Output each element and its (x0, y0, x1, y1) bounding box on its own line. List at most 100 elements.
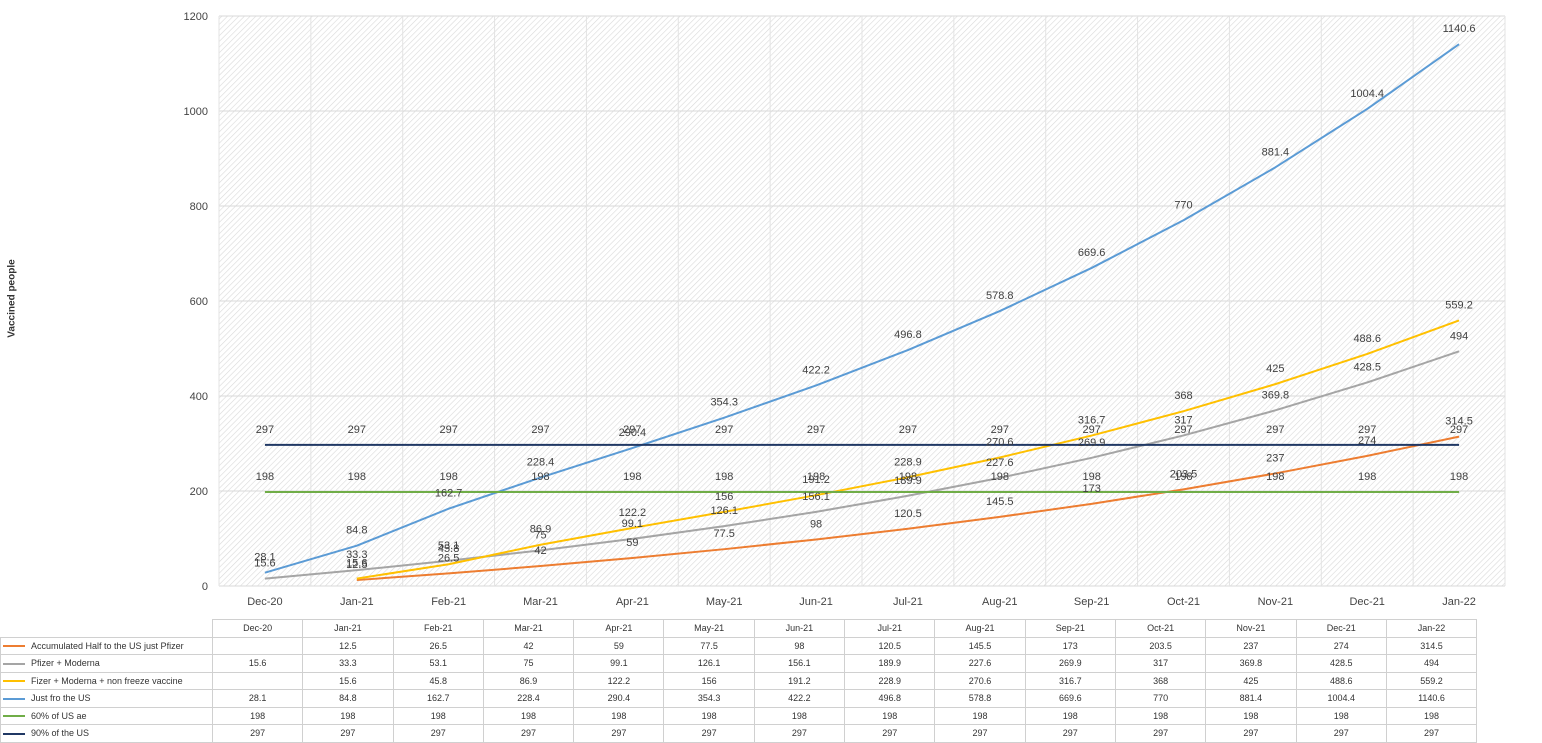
y-tick-label: 800 (190, 201, 208, 213)
table-cell: 12.5 (302, 636, 394, 655)
data-label: 297 (899, 424, 917, 436)
table-cell: 228.4 (482, 689, 575, 708)
table-cell: 156.1 (753, 654, 846, 673)
data-label: 297 (1082, 424, 1100, 436)
table-cell: 26.5 (392, 636, 484, 655)
data-label: 15.6 (254, 558, 275, 570)
data-label: 59 (626, 537, 638, 549)
y-tick-label: 0 (202, 581, 208, 593)
table-cell: 317 (1114, 654, 1207, 673)
data-label: 422.2 (802, 364, 830, 376)
data-label: 198 (256, 471, 274, 483)
data-label: 297 (348, 424, 366, 436)
data-label: 198 (1082, 471, 1100, 483)
data-label: 269.9 (1078, 437, 1106, 449)
series-name-cell: Accumulated Half to the US just Pfizer (0, 636, 213, 655)
series-line (264, 43, 1460, 574)
table-cell: 368 (1114, 671, 1207, 690)
table-cell: 156 (663, 671, 755, 690)
table-cell: 496.8 (844, 689, 936, 708)
table-cell: 120.5 (844, 636, 936, 655)
table-cell: 237 (1205, 636, 1297, 655)
table-cell: 198 (211, 706, 304, 725)
data-label: 156.1 (802, 491, 830, 503)
table-header-cell: Jun-21 (753, 619, 846, 638)
table-cell: 881.4 (1205, 689, 1297, 708)
table-cell: 198 (1385, 706, 1478, 725)
table-cell: 297 (211, 724, 304, 743)
table-cell: 297 (302, 724, 394, 743)
table-cell: 297 (392, 724, 484, 743)
data-label: 297 (439, 424, 457, 436)
x-tick-label: Jun-21 (799, 596, 833, 608)
x-tick-label: Jan-22 (1442, 596, 1476, 608)
data-label: 162.7 (435, 488, 463, 500)
data-label: 189.9 (894, 475, 922, 487)
data-label: 198 (1266, 471, 1284, 483)
table-cell: 297 (573, 724, 665, 743)
data-label: 1004.4 (1350, 88, 1384, 100)
data-label: 488.6 (1353, 333, 1381, 345)
x-tick-label: Dec-21 (1349, 596, 1384, 608)
table-cell: 15.6 (302, 671, 394, 690)
table-cell: 84.8 (302, 689, 394, 708)
table-cell: 198 (1205, 706, 1297, 725)
table-cell: 297 (1385, 724, 1478, 743)
table-header-cell: Aug-21 (934, 619, 1026, 638)
data-label: 198 (1450, 471, 1468, 483)
table-row: Fizer + Moderna + non freeze vaccine 15.6… (0, 671, 1478, 690)
table-cell: 203.5 (1114, 636, 1207, 655)
data-label: 1140.6 (1443, 23, 1476, 35)
table-cell: 173 (1024, 636, 1116, 655)
series-line (356, 435, 1460, 582)
legend-key (3, 697, 25, 700)
data-label: 191.2 (802, 474, 830, 486)
table-cell: 145.5 (934, 636, 1026, 655)
table-cell: 297 (482, 724, 575, 743)
data-label: 26.5 (438, 552, 459, 564)
data-label: 198 (623, 471, 641, 483)
x-tick-label: Mar-21 (523, 596, 558, 608)
table-cell: 227.6 (934, 654, 1026, 673)
y-axis-title: Vaccined people (6, 259, 18, 338)
table-cell: 297 (1114, 724, 1207, 743)
data-label: 297 (807, 424, 825, 436)
series-name: Fizer + Moderna + non freeze vaccine (31, 675, 183, 686)
table-cell (211, 671, 304, 690)
table-cell: 269.9 (1024, 654, 1116, 673)
table-cell: 28.1 (211, 689, 304, 708)
y-tick-label: 200 (190, 486, 208, 498)
table-cell: 669.6 (1024, 689, 1116, 708)
table-cell: 198 (934, 706, 1026, 725)
data-label: 86.9 (530, 524, 551, 536)
x-tick-label: Feb-21 (431, 596, 466, 608)
data-label: 98 (810, 518, 822, 530)
table-row: Accumulated Half to the US just Pfizer 12… (0, 636, 1478, 655)
legend-key (3, 662, 25, 665)
table-cell: 578.8 (934, 689, 1026, 708)
table-cell: 198 (573, 706, 665, 725)
table-cell (211, 636, 304, 655)
data-label: 84.8 (346, 525, 367, 537)
x-tick-label: Aug-21 (982, 596, 1017, 608)
series-name: Pfizer + Moderna (31, 658, 100, 669)
table-header-cell: Jan-21 (302, 619, 394, 638)
table-row: Just fro the US 28.1 84.8 162.7 228.4 290.4 35… (0, 689, 1478, 708)
data-label: 198 (1174, 471, 1192, 483)
table-cell: 270.6 (934, 671, 1026, 690)
series-name-cell: Pfizer + Moderna (0, 654, 213, 673)
series-name: 60% of US ae (31, 710, 87, 721)
y-tick-label: 400 (190, 391, 208, 403)
table-cell: 33.3 (302, 654, 394, 673)
data-label: 198 (348, 471, 366, 483)
x-tick-label: Jan-21 (340, 596, 374, 608)
table-cell: 45.8 (392, 671, 484, 690)
data-label: 494 (1450, 330, 1468, 342)
data-label: 297 (1450, 424, 1468, 436)
data-label: 770 (1174, 199, 1192, 211)
table-cell: 1140.6 (1385, 689, 1478, 708)
table-cell: 354.3 (663, 689, 755, 708)
table-header-cell: Dec-20 (211, 619, 304, 638)
x-tick-label: Oct-21 (1167, 596, 1200, 608)
data-label: 237 (1266, 452, 1284, 464)
